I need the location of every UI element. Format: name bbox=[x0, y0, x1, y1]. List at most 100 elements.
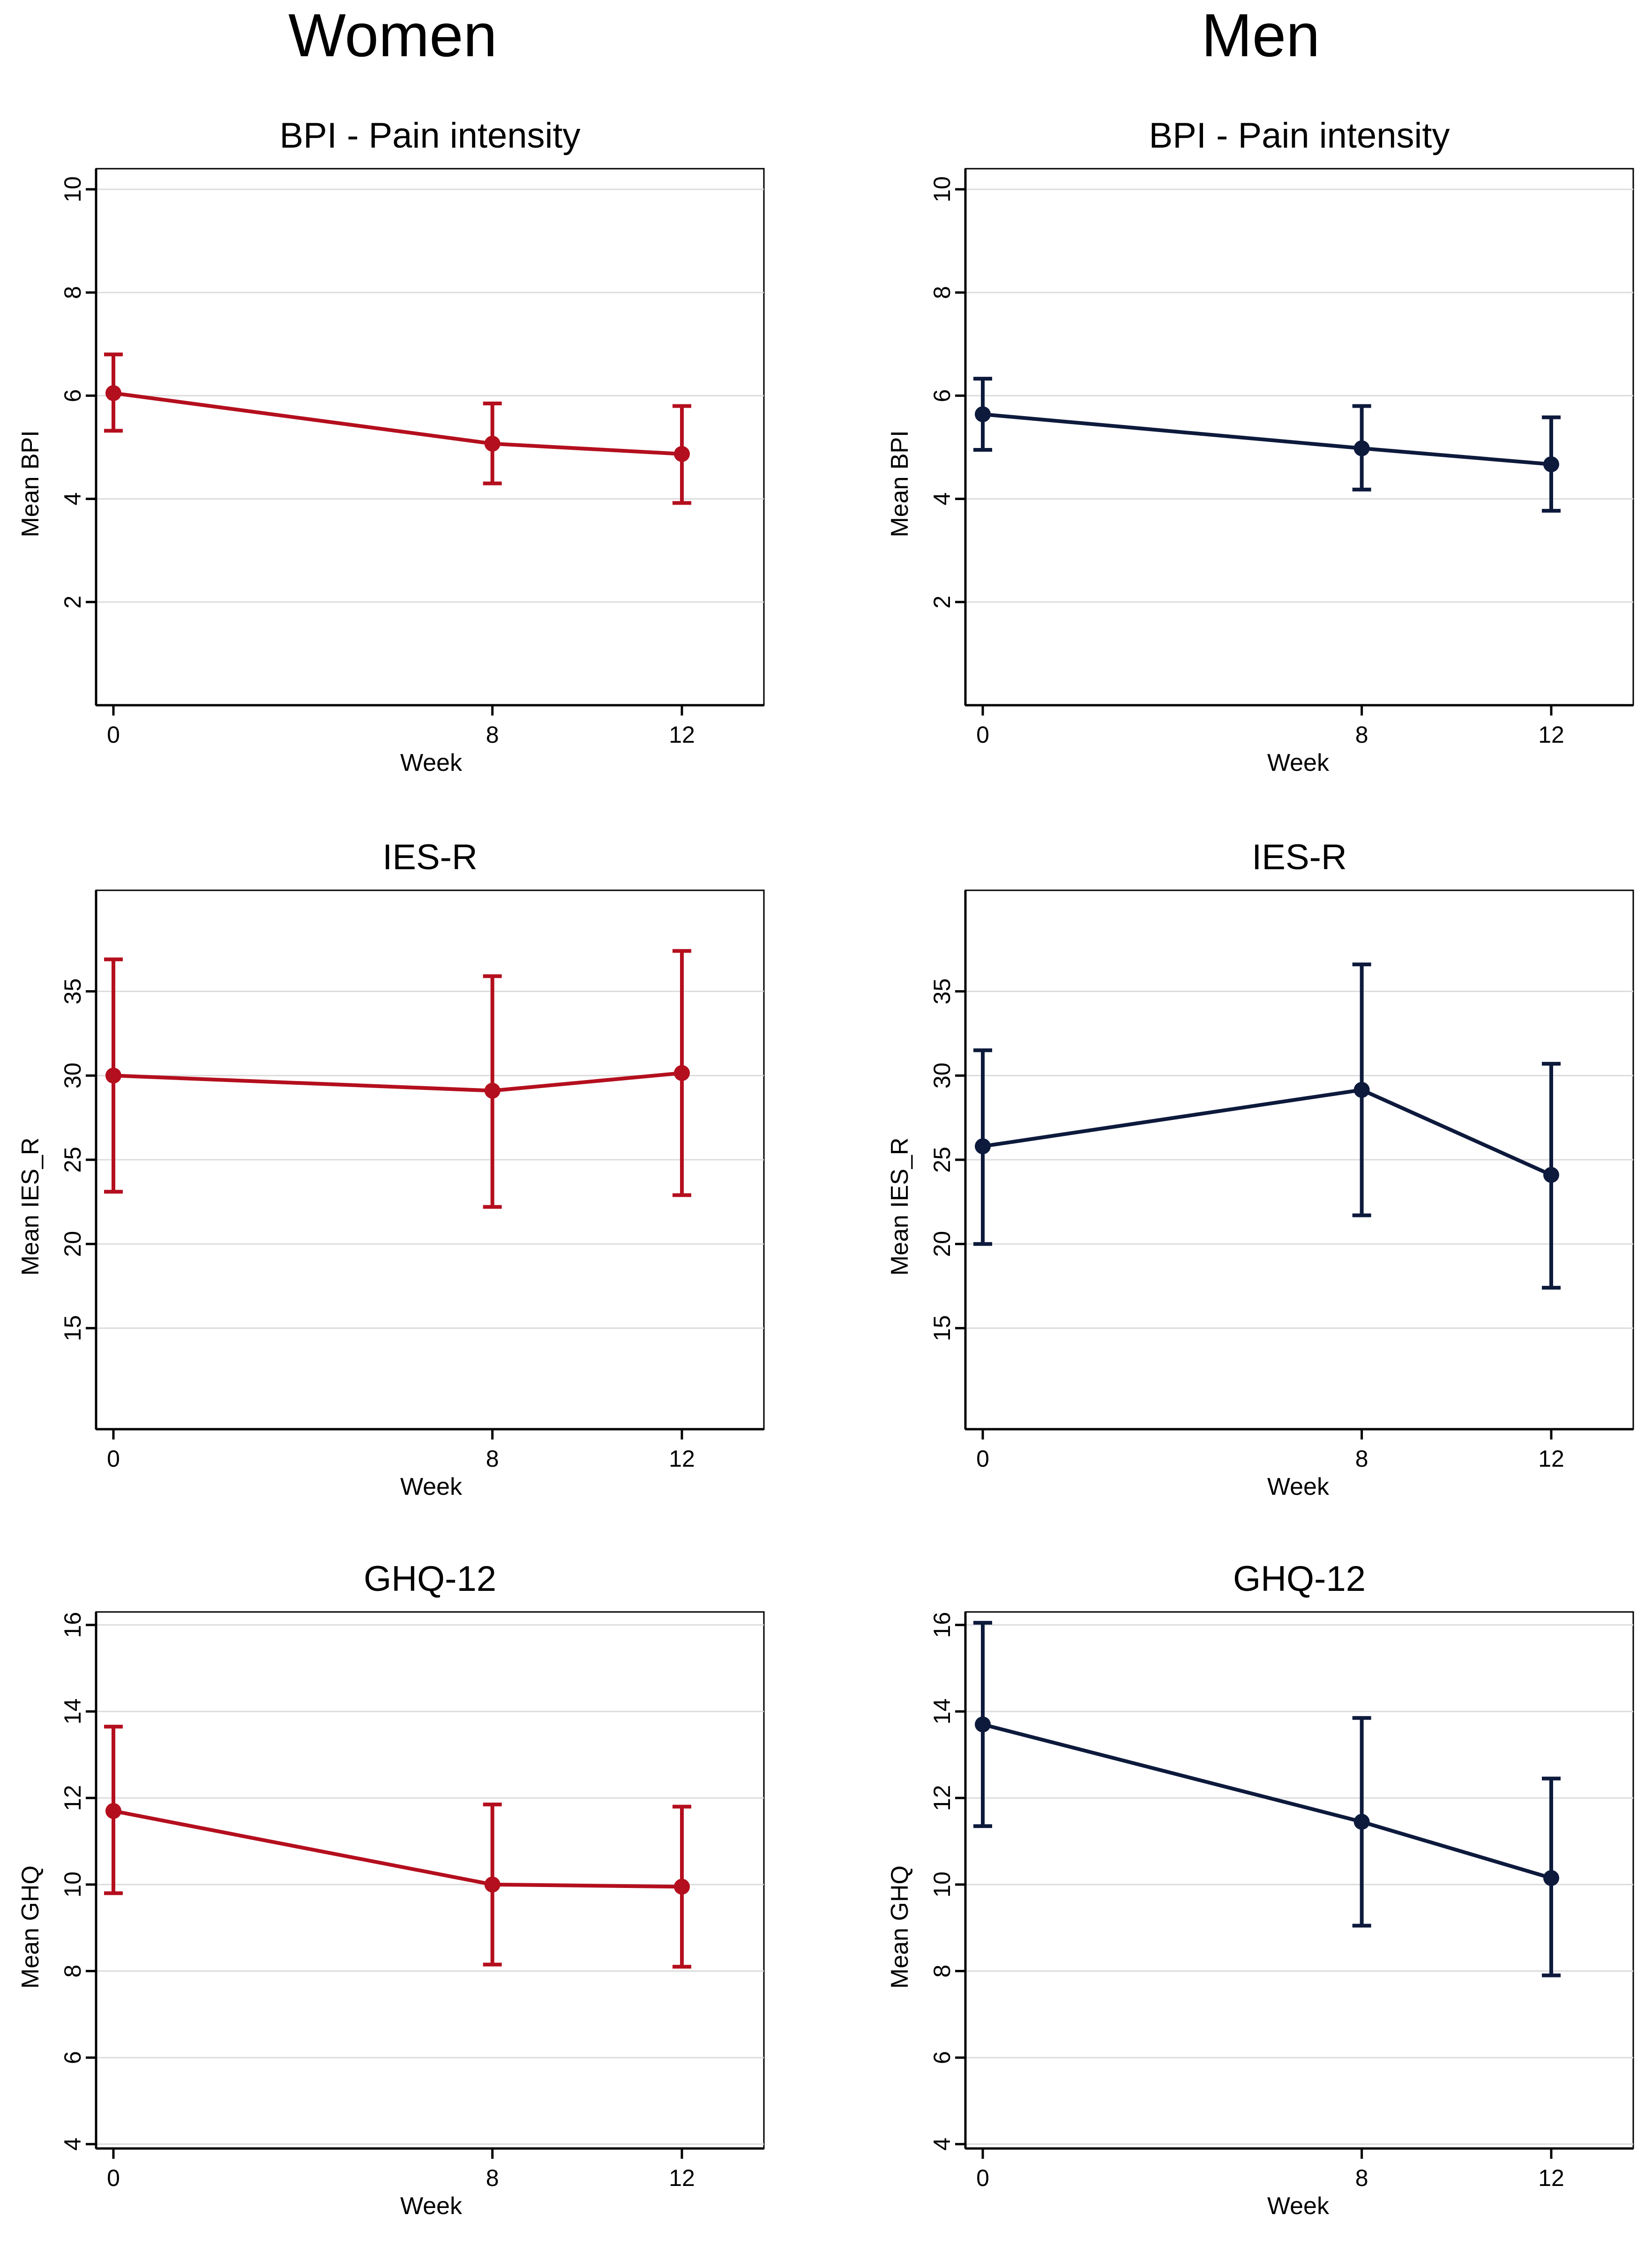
series-line bbox=[113, 391, 682, 456]
y-tick-label: 30 bbox=[929, 1063, 955, 1089]
x-tick-label: 12 bbox=[669, 1446, 695, 1472]
plot-frame bbox=[964, 168, 1634, 706]
y-tick-label: 12 bbox=[60, 1785, 86, 1811]
panels: BPI - Pain intensity 2 4 6 8 10 0 8 12 Week Mean B… bbox=[17, 116, 1634, 2220]
y-tick-label: 6 bbox=[60, 389, 86, 403]
x-axis-label: Week bbox=[400, 1473, 463, 1500]
y-tick-label: 20 bbox=[929, 1231, 955, 1257]
series-line bbox=[982, 1723, 1552, 1880]
y-tick-label: 4 bbox=[60, 2138, 86, 2151]
y-axis-label: Mean GHQ bbox=[17, 1865, 44, 1989]
panel-title: BPI - Pain intensity bbox=[279, 116, 580, 156]
data-point bbox=[484, 1876, 501, 1893]
data-point bbox=[1353, 1813, 1370, 1830]
panel-3: IES-R 15 20 25 30 35 0 8 12 Week Mean IES_R bbox=[17, 837, 765, 1500]
y-tick-label: 2 bbox=[60, 596, 86, 609]
panel-6: GHQ-12 4 6 8 10 12 14 16 0 8 12 Week Mean GHQ bbox=[886, 1559, 1634, 2220]
data-point bbox=[975, 1138, 991, 1155]
x-tick-label: 8 bbox=[486, 722, 499, 748]
y-tick-label: 25 bbox=[60, 1147, 86, 1173]
x-tick-label: 12 bbox=[669, 722, 695, 748]
y-axis-label: Mean IES_R bbox=[17, 1138, 44, 1276]
x-tick-label: 0 bbox=[976, 722, 989, 748]
y-tick-label: 35 bbox=[60, 978, 86, 1005]
y-tick-label: 35 bbox=[929, 978, 955, 1005]
x-axis-label: Week bbox=[1267, 749, 1330, 776]
x-tick-label: 8 bbox=[486, 1446, 499, 1472]
data-point bbox=[484, 1082, 501, 1099]
series-line bbox=[113, 1809, 682, 1889]
x-tick-label: 8 bbox=[1355, 2165, 1368, 2191]
y-tick-label: 4 bbox=[60, 492, 86, 506]
x-axis-label: Week bbox=[400, 2193, 463, 2220]
y-tick-label: 6 bbox=[929, 2051, 955, 2064]
x-tick-label: 12 bbox=[1538, 722, 1564, 748]
panel-title: IES-R bbox=[382, 837, 478, 877]
x-tick-label: 12 bbox=[669, 2165, 695, 2191]
y-tick-label: 20 bbox=[60, 1231, 86, 1257]
y-tick-label: 12 bbox=[929, 1785, 955, 1811]
data-point bbox=[1543, 1870, 1559, 1886]
y-tick-label: 15 bbox=[60, 1315, 86, 1342]
y-tick-label: 6 bbox=[929, 389, 955, 403]
data-point bbox=[105, 1803, 121, 1819]
y-tick-label: 14 bbox=[60, 1699, 86, 1725]
plot-frame bbox=[964, 1611, 1634, 2149]
y-tick-label: 10 bbox=[929, 1872, 955, 1898]
data-point bbox=[105, 1067, 121, 1084]
x-tick-label: 12 bbox=[1538, 2165, 1564, 2191]
y-tick-label: 30 bbox=[60, 1063, 86, 1089]
x-tick-label: 8 bbox=[486, 2165, 499, 2191]
data-point bbox=[1543, 1167, 1559, 1183]
column-title-women: Women bbox=[288, 1, 497, 69]
y-tick-label: 4 bbox=[929, 2138, 955, 2151]
y-tick-label: 16 bbox=[929, 1612, 955, 1638]
data-point bbox=[674, 446, 690, 462]
column-title-men: Men bbox=[1202, 1, 1320, 69]
data-point bbox=[975, 406, 991, 423]
panel-1: BPI - Pain intensity 2 4 6 8 10 0 8 12 Week Mean B… bbox=[17, 116, 765, 776]
x-tick-label: 0 bbox=[976, 2165, 989, 2191]
plot-frame bbox=[95, 1611, 765, 2149]
y-tick-label: 16 bbox=[60, 1612, 86, 1638]
y-tick-label: 6 bbox=[60, 2051, 86, 2064]
y-axis-label: Mean BPI bbox=[886, 430, 913, 537]
panel-5: GHQ-12 4 6 8 10 12 14 16 0 8 12 Week Mean GHQ bbox=[17, 1559, 765, 2220]
y-tick-label: 8 bbox=[60, 286, 86, 299]
x-tick-label: 0 bbox=[107, 722, 120, 748]
panel-title: IES-R bbox=[1252, 837, 1347, 877]
x-tick-label: 0 bbox=[976, 1446, 989, 1472]
data-point bbox=[105, 385, 121, 401]
y-tick-label: 15 bbox=[929, 1315, 955, 1342]
data-point bbox=[975, 1716, 991, 1733]
data-point bbox=[674, 1065, 690, 1081]
data-point bbox=[1353, 1081, 1370, 1098]
y-tick-label: 10 bbox=[60, 176, 86, 202]
data-point bbox=[1353, 440, 1370, 456]
y-tick-label: 8 bbox=[929, 286, 955, 299]
y-tick-label: 2 bbox=[929, 596, 955, 609]
panel-title: GHQ-12 bbox=[1233, 1559, 1366, 1599]
y-axis-label: Mean BPI bbox=[17, 430, 44, 537]
data-point bbox=[1543, 456, 1559, 472]
panel-2: BPI - Pain intensity 2 4 6 8 10 0 8 12 Week Mean B… bbox=[886, 116, 1634, 776]
series-line bbox=[982, 412, 1552, 466]
y-tick-label: 8 bbox=[60, 1965, 86, 1978]
x-tick-label: 8 bbox=[1355, 722, 1368, 748]
panel-4: IES-R 15 20 25 30 35 0 8 12 Week Mean IES_R bbox=[886, 837, 1634, 1500]
x-axis-label: Week bbox=[1267, 1473, 1330, 1500]
data-point bbox=[484, 435, 501, 452]
panel-title: BPI - Pain intensity bbox=[1149, 116, 1450, 156]
y-axis-label: Mean IES_R bbox=[886, 1138, 913, 1276]
x-tick-label: 12 bbox=[1538, 1446, 1564, 1472]
series-line bbox=[982, 1088, 1552, 1177]
x-axis-label: Week bbox=[1267, 2193, 1330, 2220]
x-tick-label: 8 bbox=[1355, 1446, 1368, 1472]
y-tick-label: 14 bbox=[929, 1699, 955, 1725]
y-tick-label: 10 bbox=[929, 176, 955, 202]
y-tick-label: 4 bbox=[929, 492, 955, 506]
panel-title: GHQ-12 bbox=[364, 1559, 496, 1599]
y-tick-label: 25 bbox=[929, 1147, 955, 1173]
y-tick-label: 8 bbox=[929, 1965, 955, 1978]
